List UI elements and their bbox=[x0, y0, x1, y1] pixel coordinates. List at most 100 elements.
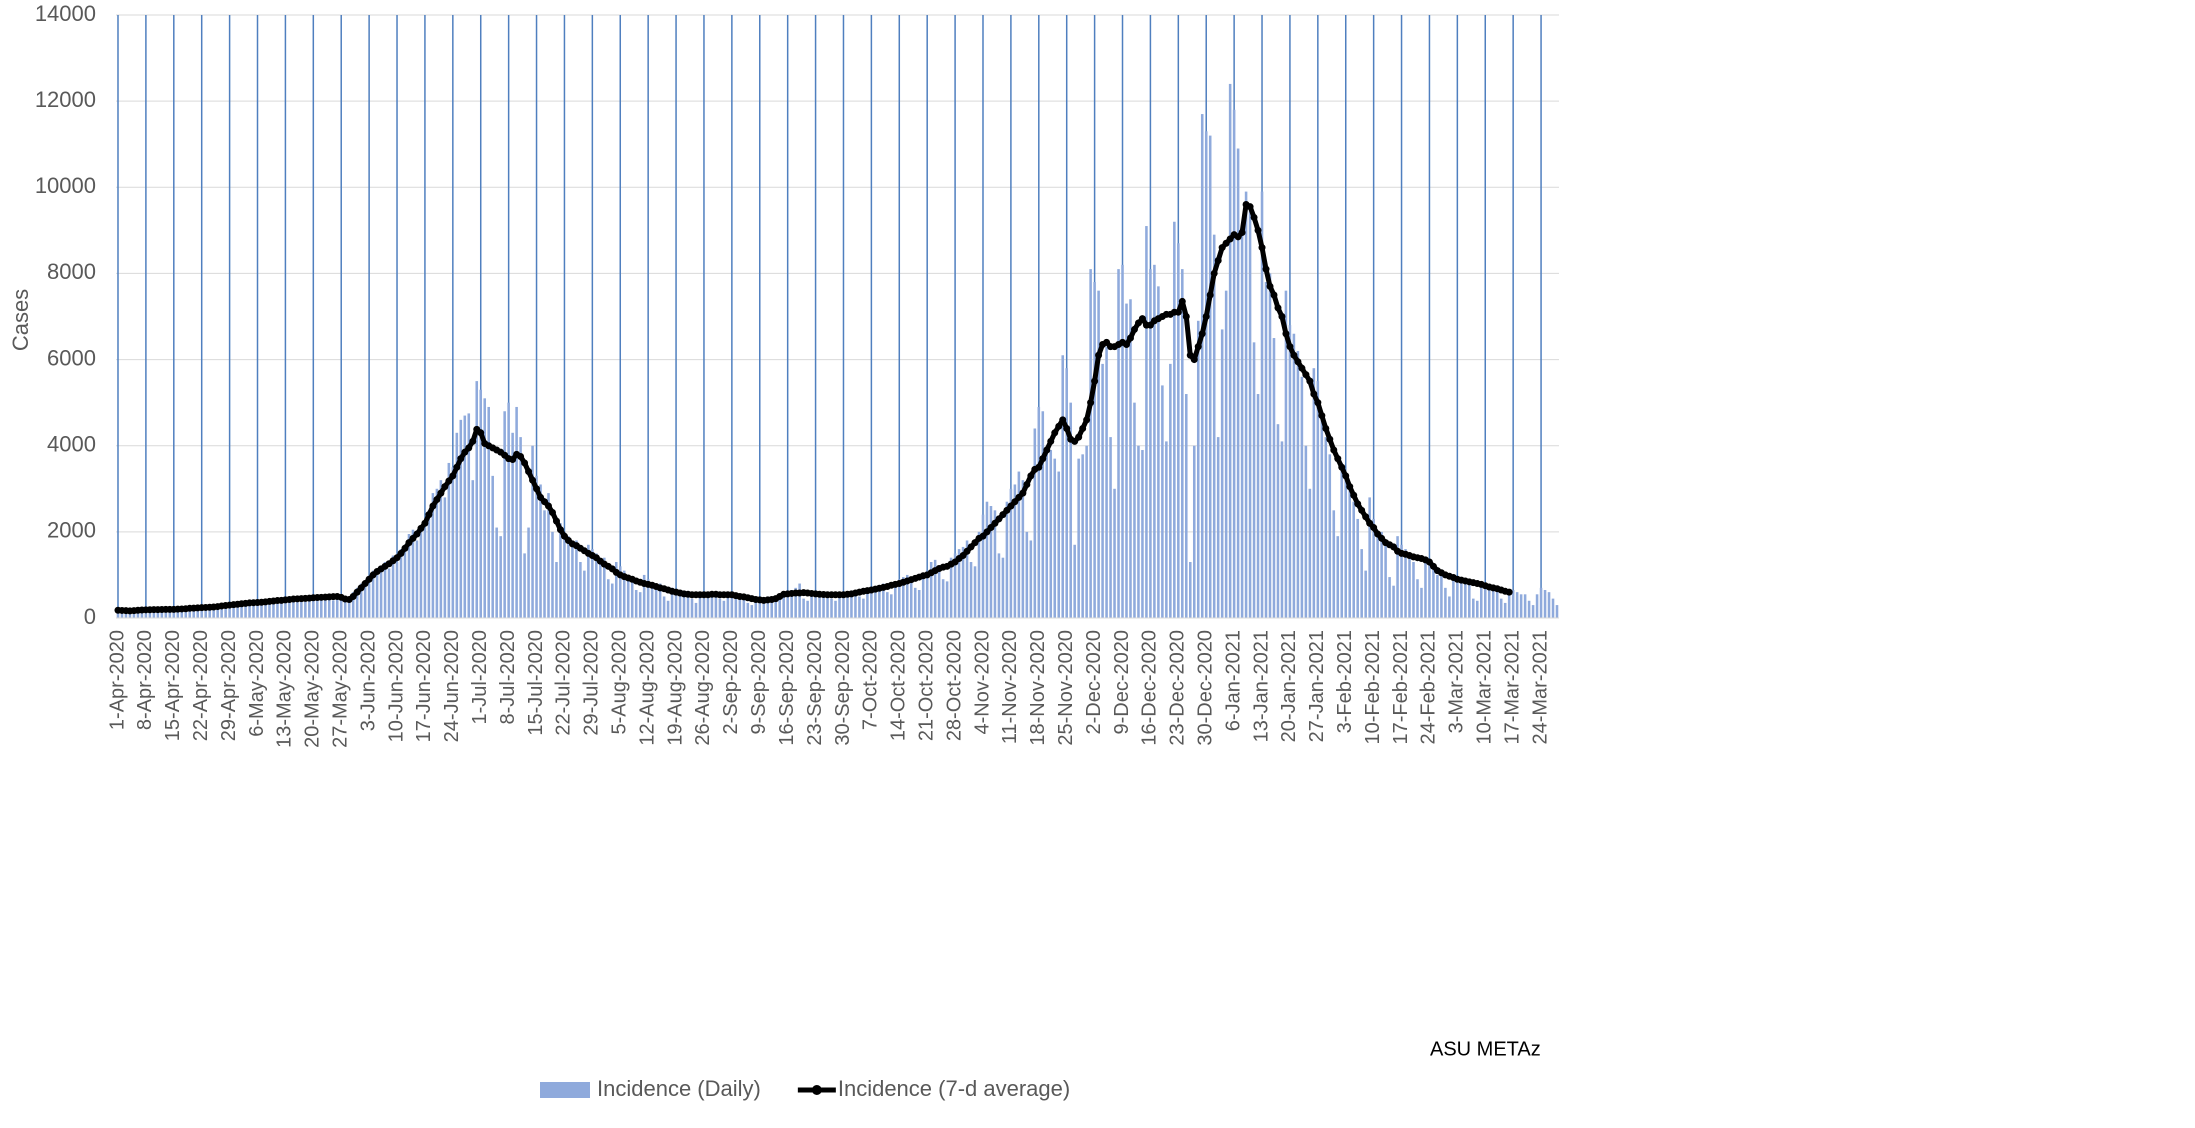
bar bbox=[523, 553, 526, 618]
bar bbox=[678, 592, 682, 618]
bar bbox=[427, 510, 431, 618]
line-marker bbox=[1047, 437, 1055, 445]
bar bbox=[252, 600, 255, 618]
x-tick-label: 6-Jan-2021 bbox=[1222, 630, 1244, 731]
bar bbox=[1332, 510, 1336, 618]
line-marker bbox=[1055, 422, 1063, 430]
bar bbox=[1053, 458, 1057, 618]
line-marker bbox=[1274, 304, 1282, 312]
bar bbox=[435, 488, 439, 618]
line-marker bbox=[1258, 244, 1266, 252]
bar bbox=[949, 557, 953, 618]
line-marker bbox=[1354, 500, 1362, 508]
line-marker bbox=[1190, 356, 1198, 364]
bar bbox=[750, 605, 754, 618]
bar bbox=[431, 493, 435, 618]
bar bbox=[439, 480, 443, 618]
bar bbox=[495, 527, 498, 618]
bar bbox=[1029, 540, 1033, 618]
bar bbox=[220, 607, 223, 618]
line-marker bbox=[1063, 424, 1071, 432]
bar bbox=[144, 610, 148, 618]
bar bbox=[1432, 568, 1435, 618]
bar bbox=[1141, 450, 1144, 618]
bar bbox=[1487, 587, 1491, 618]
line-marker bbox=[1370, 524, 1378, 532]
bar bbox=[822, 594, 825, 618]
bar bbox=[1511, 590, 1515, 618]
x-tick-label: 2-Sep-2020 bbox=[720, 630, 742, 735]
bar bbox=[208, 608, 211, 618]
bar bbox=[507, 402, 510, 618]
bar bbox=[686, 592, 690, 618]
line-marker bbox=[517, 452, 525, 460]
bar bbox=[1280, 441, 1284, 618]
bar bbox=[228, 605, 231, 618]
bar bbox=[666, 600, 670, 618]
bar bbox=[742, 597, 746, 618]
line-marker bbox=[1039, 455, 1047, 463]
x-tick-label: 14-Oct-2020 bbox=[888, 630, 910, 741]
bar bbox=[563, 531, 566, 618]
bar bbox=[1300, 376, 1304, 618]
bar bbox=[917, 590, 921, 618]
bar bbox=[1208, 135, 1212, 618]
bar bbox=[1101, 363, 1104, 618]
bar bbox=[730, 593, 734, 618]
bar bbox=[1284, 290, 1288, 618]
bar bbox=[1125, 303, 1128, 618]
line-marker bbox=[437, 489, 445, 497]
bar bbox=[726, 594, 730, 618]
line-marker bbox=[449, 472, 457, 480]
bar bbox=[296, 597, 299, 618]
legend-label: Incidence (7-d average) bbox=[838, 1076, 1070, 1101]
bar bbox=[1133, 402, 1136, 618]
bar bbox=[1057, 471, 1061, 618]
bar bbox=[1169, 363, 1172, 618]
line-marker bbox=[1206, 291, 1214, 299]
bar bbox=[1013, 484, 1017, 618]
line-marker bbox=[1290, 351, 1298, 359]
bar bbox=[901, 577, 905, 618]
bar bbox=[535, 475, 538, 618]
line-marker bbox=[1126, 334, 1134, 342]
bar bbox=[1173, 221, 1176, 618]
line-marker bbox=[397, 549, 405, 557]
bar bbox=[276, 603, 279, 618]
bar bbox=[1105, 346, 1108, 618]
line-marker bbox=[1505, 588, 1513, 596]
line-marker bbox=[1075, 433, 1083, 441]
bar bbox=[599, 562, 602, 618]
x-tick-label: 25-Nov-2020 bbox=[1055, 630, 1077, 746]
line-marker bbox=[1051, 429, 1059, 437]
bar bbox=[706, 593, 710, 618]
bar bbox=[758, 598, 762, 618]
bar bbox=[595, 553, 598, 618]
bar bbox=[543, 510, 546, 618]
bar bbox=[1308, 488, 1312, 618]
bar bbox=[1041, 411, 1045, 618]
bar bbox=[591, 549, 594, 618]
bar bbox=[1539, 587, 1543, 618]
bar bbox=[1348, 488, 1352, 618]
bar bbox=[1452, 574, 1455, 618]
bar bbox=[1479, 581, 1483, 618]
bar bbox=[698, 592, 702, 618]
bar bbox=[567, 536, 570, 618]
bar bbox=[1045, 445, 1049, 618]
x-tick-label: 11-Nov-2020 bbox=[999, 630, 1021, 744]
bar bbox=[467, 413, 471, 618]
bar bbox=[184, 606, 188, 618]
line-marker bbox=[1091, 377, 1099, 385]
bar bbox=[383, 562, 387, 618]
x-tick-label: 23-Dec-2020 bbox=[1167, 630, 1189, 746]
bar bbox=[248, 605, 251, 618]
bar bbox=[614, 562, 618, 618]
bar bbox=[363, 581, 367, 618]
bar bbox=[327, 597, 331, 618]
bar bbox=[343, 601, 347, 618]
bar bbox=[778, 594, 781, 618]
x-tick-label: 9-Dec-2020 bbox=[1111, 630, 1133, 735]
bar bbox=[977, 531, 981, 618]
bar bbox=[874, 586, 877, 618]
